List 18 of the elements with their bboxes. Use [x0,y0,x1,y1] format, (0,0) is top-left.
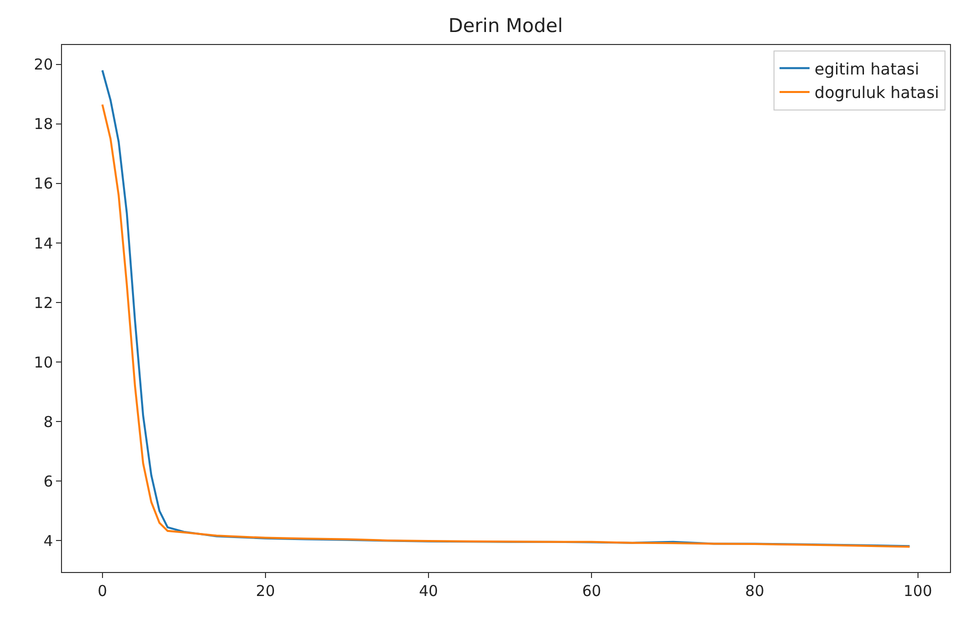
x-tick-label: 80 [745,582,764,600]
x-tick-label: 40 [418,582,438,600]
x-tick-label: 0 [98,582,108,600]
x-tick-label: 60 [582,582,602,600]
chart-title: Derin Model [448,14,563,37]
y-tick-label: 4 [43,532,53,550]
x-tick-label: 100 [903,582,932,600]
y-tick-label: 20 [34,56,53,74]
y-tick-label: 8 [43,412,53,431]
legend-label: egitim hatasi [814,59,920,78]
y-tick-label: 12 [34,294,53,312]
y-tick-label: 10 [34,353,53,372]
x-tick-label: 20 [256,582,275,600]
y-tick-label: 6 [43,472,53,490]
y-tick-label: 16 [34,174,53,193]
y-tick-label: 14 [34,234,53,252]
y-tick-label: 18 [34,115,53,134]
legend-label: dogruluk hatasi [814,83,940,102]
